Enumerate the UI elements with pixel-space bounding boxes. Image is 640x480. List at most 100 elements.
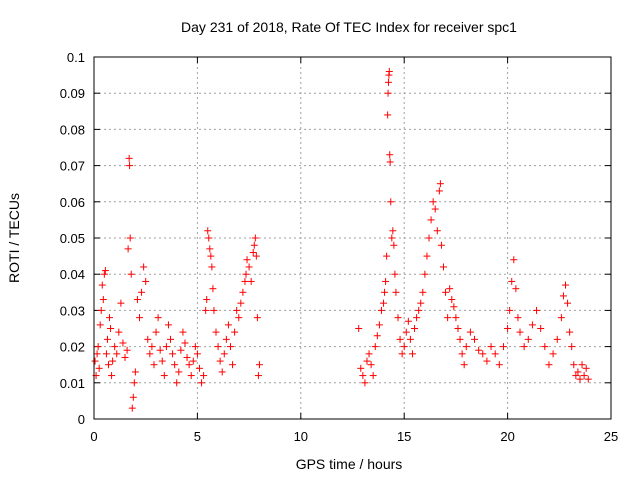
- data-point: [127, 270, 135, 278]
- x-tick-label: 0: [90, 429, 97, 444]
- data-point: [365, 350, 373, 358]
- data-point: [253, 314, 261, 322]
- data-point: [210, 306, 218, 314]
- data-point: [404, 317, 412, 325]
- data-point: [135, 314, 143, 322]
- data-point: [392, 288, 400, 296]
- data-point: [97, 306, 105, 314]
- data-point: [237, 299, 245, 307]
- data-point: [179, 328, 187, 336]
- data-point: [377, 306, 385, 314]
- data-point: [203, 296, 211, 304]
- data-point: [456, 335, 464, 343]
- data-point: [572, 372, 580, 380]
- data-point: [150, 361, 158, 369]
- data-point: [400, 343, 408, 351]
- data-point: [369, 372, 377, 380]
- data-point: [396, 335, 404, 343]
- x-tick-label: 10: [294, 429, 308, 444]
- data-point: [115, 328, 123, 336]
- data-point: [413, 314, 421, 322]
- data-point: [96, 321, 104, 329]
- data-point: [380, 299, 388, 307]
- data-point: [226, 343, 234, 351]
- data-point: [549, 350, 557, 358]
- data-point: [162, 343, 170, 351]
- data-point: [183, 353, 191, 361]
- data-point: [212, 328, 220, 336]
- data-point: [373, 332, 381, 340]
- data-point: [537, 325, 545, 332]
- data-point: [384, 78, 392, 86]
- y-tick-label: 0.06: [60, 195, 85, 210]
- data-point: [142, 277, 150, 285]
- data-point: [439, 263, 447, 271]
- data-point: [460, 361, 468, 369]
- data-point: [251, 234, 259, 242]
- y-tick-label: 0.07: [60, 159, 85, 174]
- y-tick-label: 0.04: [60, 267, 85, 282]
- data-point: [171, 361, 179, 369]
- data-point: [126, 234, 134, 242]
- y-tick-label: 0.05: [60, 231, 85, 246]
- y-tick-label: 0.02: [60, 340, 85, 355]
- data-point: [148, 343, 156, 351]
- data-point: [448, 296, 456, 304]
- data-point: [185, 361, 193, 369]
- data-point: [570, 361, 578, 369]
- data-point: [208, 263, 216, 271]
- data-point: [133, 296, 141, 304]
- data-point: [187, 372, 195, 380]
- y-tick-label: 0.03: [60, 303, 85, 318]
- data-point: [367, 361, 375, 369]
- data-point: [239, 288, 247, 296]
- data-point: [402, 328, 410, 336]
- data-point: [181, 339, 189, 347]
- data-point: [200, 372, 208, 380]
- data-point: [254, 372, 262, 380]
- data-points: [91, 67, 592, 412]
- data-point: [491, 350, 499, 358]
- data-point: [562, 281, 570, 289]
- data-point: [411, 325, 419, 332]
- data-point: [506, 306, 514, 314]
- data-point: [126, 162, 134, 170]
- data-point: [129, 393, 137, 401]
- data-point: [235, 314, 243, 322]
- x-tick-label: 15: [397, 429, 411, 444]
- data-point: [406, 335, 414, 343]
- data-point: [245, 263, 253, 271]
- data-point: [124, 245, 132, 253]
- data-point: [417, 299, 425, 307]
- data-point: [140, 263, 148, 271]
- data-point: [508, 277, 516, 285]
- data-point: [108, 372, 116, 380]
- x-tick-label: 25: [604, 429, 618, 444]
- data-point: [94, 343, 102, 351]
- data-point: [390, 241, 398, 249]
- data-point: [117, 299, 125, 307]
- plot-frame: [93, 56, 612, 420]
- data-point: [499, 343, 507, 351]
- data-point: [431, 205, 439, 213]
- data-point: [512, 285, 520, 293]
- data-point: [109, 357, 117, 365]
- data-point: [189, 357, 197, 365]
- data-point: [437, 241, 445, 249]
- data-point: [138, 288, 146, 296]
- data-point: [495, 361, 503, 369]
- data-point: [389, 227, 397, 235]
- data-point: [391, 270, 399, 278]
- data-point: [510, 256, 518, 264]
- data-point: [385, 67, 393, 75]
- data-point: [152, 328, 160, 336]
- data-point: [125, 154, 133, 162]
- data-point: [206, 245, 214, 253]
- data-point: [101, 267, 109, 275]
- data-point: [462, 343, 470, 351]
- data-point: [421, 270, 429, 278]
- data-point: [128, 404, 136, 412]
- data-point: [131, 368, 139, 376]
- y-tick-label: 0.08: [60, 122, 85, 137]
- data-point: [107, 325, 115, 332]
